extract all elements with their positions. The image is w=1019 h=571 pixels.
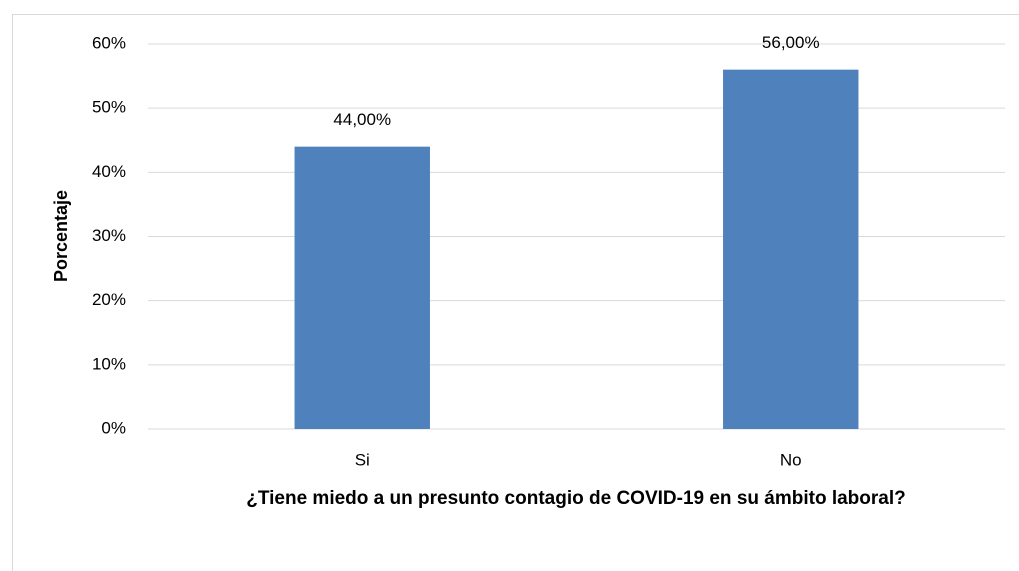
y-tick-label: 50% bbox=[92, 98, 126, 117]
y-tick-label: 60% bbox=[92, 33, 126, 52]
x-tick-label: No bbox=[780, 450, 802, 469]
bar bbox=[723, 69, 859, 430]
bar bbox=[294, 146, 430, 429]
data-label: 44,00% bbox=[333, 110, 391, 129]
y-tick-label: 40% bbox=[92, 162, 126, 181]
x-axis-title: ¿Tiene miedo a un presunto contagio de C… bbox=[246, 488, 906, 509]
data-label: 56,00% bbox=[762, 33, 820, 52]
chart-border bbox=[12, 14, 1019, 571]
y-tick-label: 10% bbox=[92, 354, 126, 373]
y-tick-label: 0% bbox=[101, 418, 126, 437]
x-tick-label: Si bbox=[355, 450, 370, 469]
y-tick-label: 20% bbox=[92, 290, 126, 309]
y-tick-label: 30% bbox=[92, 226, 126, 245]
y-axis-title: Porcentaje bbox=[51, 190, 71, 282]
